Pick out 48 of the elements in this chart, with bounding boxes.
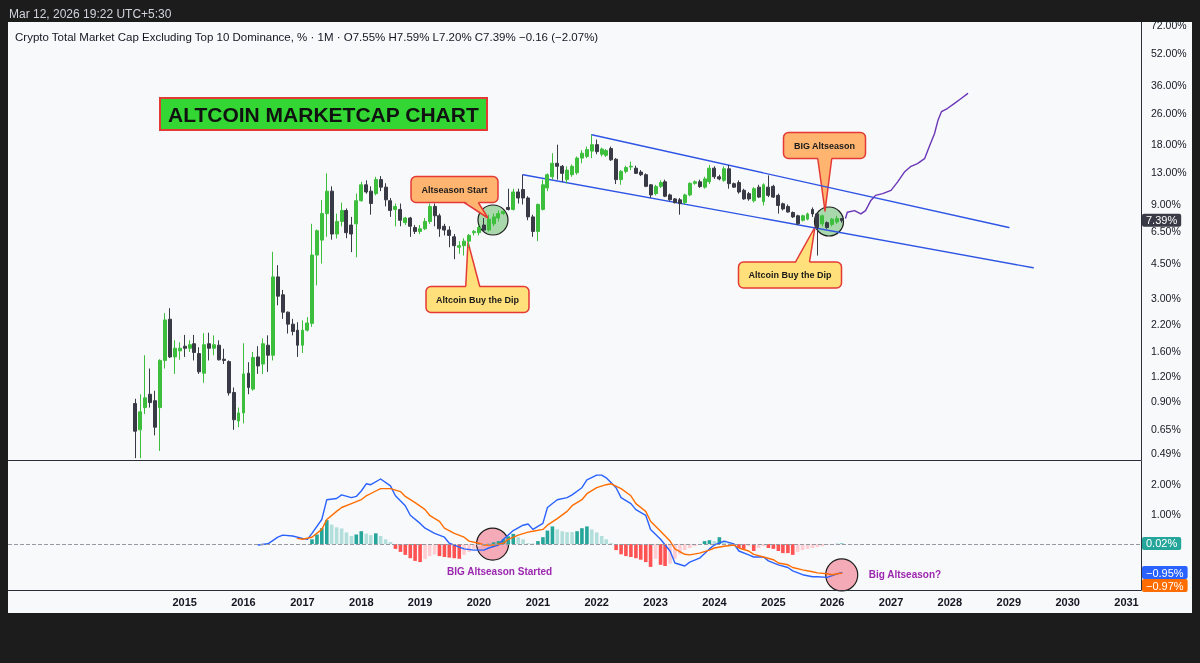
y-tick-label: 3.00% [1151,291,1181,304]
y-tick-label: 4.50% [1151,256,1181,269]
y-tick-label: 26.00% [1151,106,1187,119]
annotation: BIG Altseason Started [446,565,553,577]
y-tick-label: 36.00% [1151,78,1187,91]
y-tick-label: 0.49% [1151,446,1181,459]
y-tick-label: 1.20% [1151,370,1181,383]
y-tick-label: 0.90% [1151,394,1181,407]
y-tick-label: 1.00% [1151,508,1181,521]
text: 7.39% [1146,214,1178,227]
y-tick-label: 1.60% [1151,345,1181,358]
x-tick-label: 2020 [466,595,492,608]
annotation: BIG Altseason [793,140,856,151]
x-tick-label: 2024 [702,595,728,608]
y-tick-label: 52.00% [1151,47,1187,60]
x-tick-label: 2028 [937,595,963,608]
y-tick-label: 0.65% [1151,422,1181,435]
annotation: Altcoin Buy the Dip [436,294,520,305]
text: ALTCOIN MARKETCAP CHART [168,103,479,126]
x-tick-label: 2027 [878,595,904,608]
text: 0.02% [1146,537,1178,550]
annotation: Altseason Start [421,184,488,195]
y-tick-label: 2.20% [1151,318,1181,331]
y-tick-label: 6.50% [1151,225,1181,238]
y-tick-label: 9.00% [1151,197,1181,210]
x-tick-label: 2016 [231,595,256,608]
x-tick-label: 2015 [172,595,197,608]
x-tick-label: 2017 [290,595,315,608]
x-tick-label: 2026 [819,595,845,608]
x-tick-label: 2025 [761,595,786,608]
x-tick-label: 2023 [643,595,668,608]
x-tick-label: 2031 [1114,595,1139,608]
y-tick-label: 18.00% [1151,138,1187,151]
y-tick-label: 2.00% [1151,478,1181,491]
annotation: Altcoin Buy the Dip [748,270,832,280]
x-tick-label: 2018 [349,595,374,608]
text: Mar 12, 2026 19:22 UTC+5:30 [9,7,172,21]
x-tick-label: 2030 [1055,595,1080,608]
x-tick-label: 2022 [584,595,609,608]
x-tick-label: 2029 [996,595,1022,608]
annotation: Big Altseason? [868,569,942,581]
text: Crypto Total Market Cap Excluding Top 10 Dominance, % · 1M · O7.55% H7.59% L7.20% C7.39% −0.16 (−2.07%) [15,31,599,43]
x-tick-label: 2019 [407,595,433,608]
y-tick-label: 72.00% [1151,19,1187,32]
y-tick-label: 13.00% [1151,166,1187,179]
text: −0.95% [1146,566,1184,579]
x-tick-label: 2021 [525,595,551,608]
text: −0.97% [1146,579,1184,592]
